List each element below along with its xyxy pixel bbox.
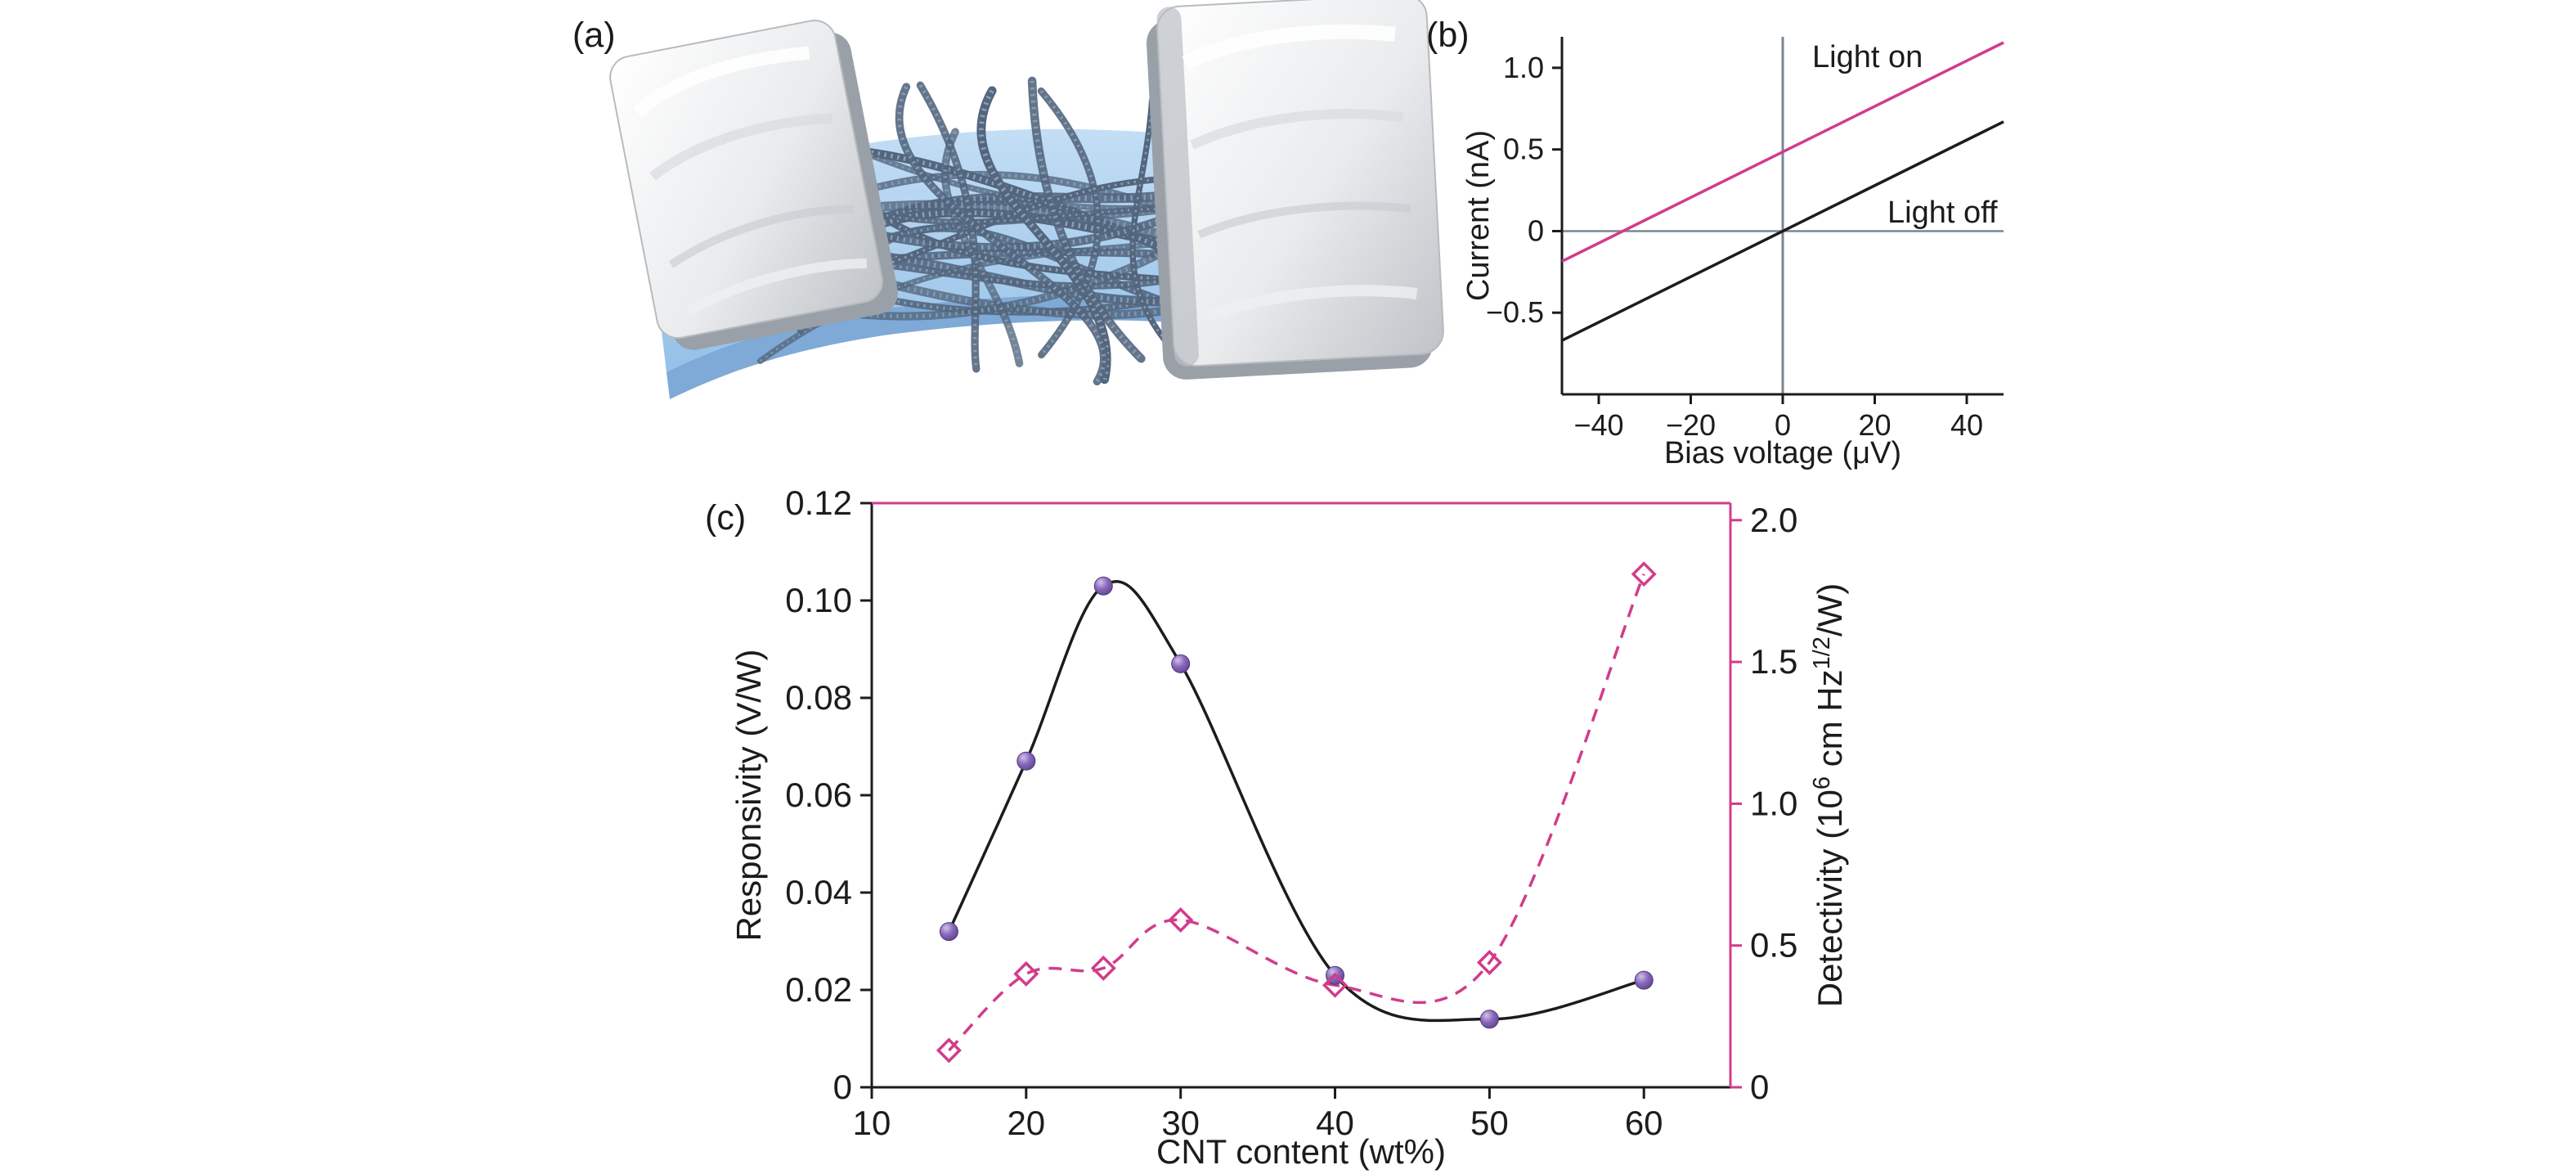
cnt-tube-texture xyxy=(918,84,978,370)
detectivity-point xyxy=(1322,972,1348,998)
right-y-tick-label: 1.0 xyxy=(1750,784,1797,822)
cnt-tube-texture xyxy=(778,202,1312,302)
x-tick-label: −40 xyxy=(1573,408,1623,442)
foil-highlight xyxy=(1182,24,1396,70)
responsivity-point xyxy=(1479,1010,1499,1029)
left-y-tick-label: 0.06 xyxy=(785,776,852,814)
responsivity-point xyxy=(939,922,958,942)
cnt-tube-texture xyxy=(804,126,1345,209)
responsivity-detectivity-chart: 10 20 30 40 50 60 0 0.02 0.04 0.06 0.08 0.10 0.12 0 0.… xyxy=(729,484,1849,1171)
electrode-left xyxy=(609,20,898,350)
x-tick-label: 60 xyxy=(1625,1104,1663,1142)
responsivity-point xyxy=(1093,576,1113,596)
y-tick-label: −0.5 xyxy=(1486,295,1544,329)
right-y-tick-label: 1.5 xyxy=(1750,642,1797,681)
detectivity-point xyxy=(1476,950,1502,975)
foil-highlight xyxy=(1205,285,1418,322)
left-y-axis-label: Responsivity (V/W) xyxy=(729,649,768,941)
x-tick-label: 50 xyxy=(1470,1104,1509,1142)
left-y-tick-label: 0.10 xyxy=(785,581,852,619)
y-tick-label: 0.5 xyxy=(1503,133,1544,166)
electrode-right xyxy=(1147,0,1444,380)
x-tick-label: −20 xyxy=(1666,408,1716,442)
panel-b-label: (b) xyxy=(1426,16,1470,55)
foil-highlight xyxy=(649,113,833,181)
cnt-tube-texture xyxy=(1030,80,1143,361)
foil-highlight xyxy=(1190,109,1404,150)
y-axis-label: Current (nA) xyxy=(1461,130,1496,301)
curve-detectivity xyxy=(948,574,1645,1052)
series-light-off xyxy=(1561,120,2004,342)
iv-chart: −40 −20 0 20 40 −0.5 0 0.5 1.0 Light on Light off B… xyxy=(1461,37,2004,470)
cnt-tube-texture xyxy=(897,86,1106,383)
panel-a-label: (a) xyxy=(572,16,616,55)
right-y-tick-label: 2.0 xyxy=(1750,501,1797,539)
cnt-tube-texture xyxy=(978,89,1109,380)
series-light-on xyxy=(1561,41,2004,263)
foil-shading xyxy=(668,205,854,268)
x-axis-label: Bias voltage (μV) xyxy=(1664,436,1901,470)
panel-c-label: (c) xyxy=(705,498,747,538)
x-tick-label: 30 xyxy=(1161,1104,1200,1142)
detectivity-point xyxy=(1168,907,1194,933)
x-tick-label: 40 xyxy=(1316,1104,1354,1142)
foil-shading xyxy=(1197,201,1411,239)
cnt-tube xyxy=(1037,87,1102,359)
right-y-axis-label: Detectivity (106 cm Hz1/2/W) xyxy=(1809,583,1849,1008)
left-y-tick-label: 0.12 xyxy=(785,484,852,522)
device-illustration xyxy=(609,0,1444,399)
left-y-tick-label: 0.08 xyxy=(785,678,852,717)
detectivity-point xyxy=(1090,955,1116,981)
detectivity-point xyxy=(936,1037,962,1064)
annotation-light-on: Light on xyxy=(1812,40,1923,74)
responsivity-point xyxy=(1171,654,1191,673)
x-tick-label: 10 xyxy=(853,1104,891,1142)
y-tick-label: 0 xyxy=(1528,214,1544,248)
responsivity-point xyxy=(1634,970,1654,990)
left-y-tick-label: 0 xyxy=(833,1068,852,1106)
detectivity-point xyxy=(1013,960,1039,987)
x-tick-label: 20 xyxy=(1007,1104,1045,1142)
x-tick-label: 0 xyxy=(1775,408,1791,442)
x-axis-label: CNT content (wt%) xyxy=(1156,1132,1446,1171)
foil-shading xyxy=(1156,7,1199,367)
right-y-tick-label: 0.5 xyxy=(1750,926,1797,965)
left-y-tick-label: 0.02 xyxy=(785,970,852,1009)
foil-highlight xyxy=(632,46,810,118)
foil-highlight xyxy=(686,258,867,316)
cnt-tube-texture xyxy=(1131,100,1180,358)
curve-responsivity xyxy=(947,580,1645,1023)
x-tick-label: 20 xyxy=(1858,408,1891,442)
cnt-tube-texture xyxy=(764,137,1304,250)
left-y-tick-label: 0.04 xyxy=(785,873,852,911)
responsivity-point xyxy=(1016,751,1036,771)
y-tick-label: 1.0 xyxy=(1503,51,1544,84)
cnt-tube xyxy=(941,128,1024,367)
annotation-light-off: Light off xyxy=(1887,196,1998,230)
detectivity-point xyxy=(1631,561,1657,587)
x-tick-label: 40 xyxy=(1950,408,1983,442)
right-y-tick-label: 0 xyxy=(1750,1068,1769,1106)
